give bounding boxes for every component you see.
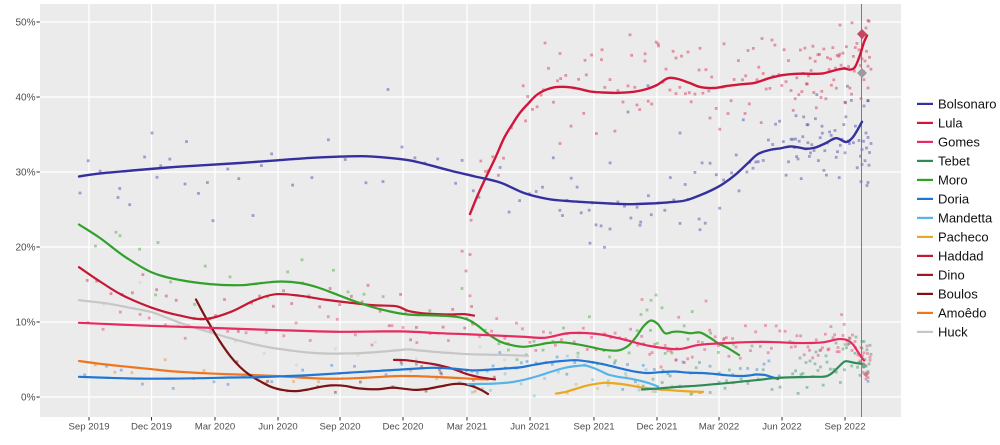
svg-text:Tebet: Tebet xyxy=(938,153,970,168)
svg-text:20%: 20% xyxy=(15,243,35,254)
svg-text:Mar 2021: Mar 2021 xyxy=(447,422,488,433)
svg-text:Haddad: Haddad xyxy=(938,248,984,263)
svg-text:Moro: Moro xyxy=(938,172,968,187)
svg-text:Pacheco: Pacheco xyxy=(938,229,989,244)
svg-text:Huck: Huck xyxy=(938,324,968,339)
svg-text:Mandetta: Mandetta xyxy=(938,210,993,225)
svg-text:Sep 2021: Sep 2021 xyxy=(573,422,614,433)
svg-text:0%: 0% xyxy=(21,393,36,404)
svg-text:Sep 2020: Sep 2020 xyxy=(319,422,360,433)
svg-text:Jun 2022: Jun 2022 xyxy=(762,422,801,433)
svg-text:Doria: Doria xyxy=(938,191,970,206)
svg-text:30%: 30% xyxy=(15,168,35,179)
svg-text:Mar 2020: Mar 2020 xyxy=(195,422,236,433)
svg-text:Bolsonaro: Bolsonaro xyxy=(938,96,997,111)
svg-text:Sep 2019: Sep 2019 xyxy=(68,422,109,433)
svg-text:Gomes: Gomes xyxy=(938,134,980,149)
svg-text:Jun 2021: Jun 2021 xyxy=(510,422,549,433)
svg-text:Boulos: Boulos xyxy=(938,286,978,301)
svg-text:Dec 2021: Dec 2021 xyxy=(636,422,677,433)
svg-text:10%: 10% xyxy=(15,318,35,329)
svg-text:Dino: Dino xyxy=(938,267,965,282)
svg-text:Mar 2022: Mar 2022 xyxy=(699,422,740,433)
svg-text:Amoêdo: Amoêdo xyxy=(938,305,986,320)
svg-text:Sep 2022: Sep 2022 xyxy=(824,422,865,433)
svg-text:Jun 2020: Jun 2020 xyxy=(258,422,297,433)
svg-text:40%: 40% xyxy=(15,93,35,104)
svg-text:Lula: Lula xyxy=(938,115,963,130)
svg-text:Dec 2020: Dec 2020 xyxy=(382,422,423,433)
svg-text:Dec 2019: Dec 2019 xyxy=(131,422,172,433)
svg-text:50%: 50% xyxy=(15,18,35,29)
